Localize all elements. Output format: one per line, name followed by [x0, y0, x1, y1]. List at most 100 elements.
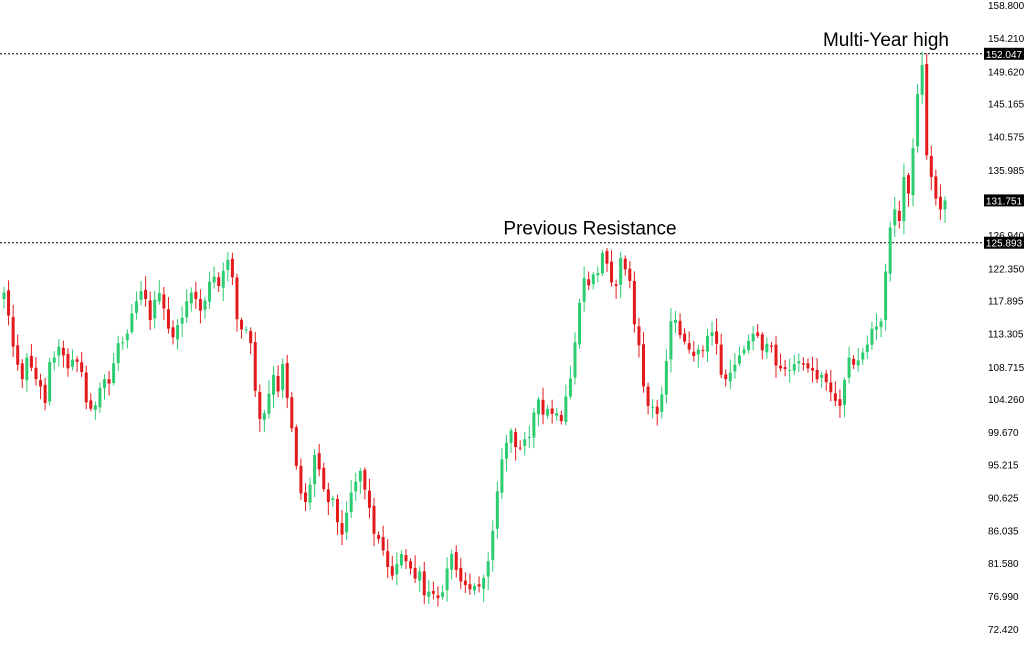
candle-body	[349, 492, 353, 513]
candle-body	[715, 331, 719, 344]
candle-body	[495, 491, 499, 529]
candle-body	[34, 367, 38, 380]
candle	[486, 552, 490, 590]
candle-body	[884, 271, 888, 320]
candle-body	[820, 374, 824, 378]
candle	[568, 365, 572, 400]
candle-body	[112, 363, 116, 384]
candle	[377, 531, 381, 544]
candle-body	[852, 358, 856, 365]
candle-body	[902, 176, 906, 222]
y-tick-label: 145.165	[988, 99, 1024, 110]
candle	[75, 356, 79, 373]
candle	[331, 495, 335, 507]
candle	[920, 51, 924, 105]
candle	[102, 374, 106, 400]
candle-body	[587, 279, 591, 286]
candle-body	[678, 320, 682, 336]
y-tick-label: 90.625	[988, 493, 1019, 504]
candle-body	[651, 406, 655, 408]
candle	[879, 317, 883, 338]
candle	[272, 365, 276, 409]
candle	[696, 344, 700, 368]
candle	[157, 280, 161, 305]
candle-body	[171, 327, 175, 338]
candle	[144, 276, 148, 307]
candle	[591, 272, 595, 290]
candle	[737, 346, 741, 367]
candle-body	[11, 317, 15, 347]
candle	[536, 396, 540, 427]
candle	[897, 200, 901, 229]
level-badge	[984, 236, 1024, 249]
candle	[230, 252, 234, 286]
candle-body	[824, 373, 828, 383]
candle-body	[696, 349, 700, 355]
candle-body	[614, 284, 618, 287]
y-axis: 158.800 154.210 149.620 145.165 140.575 135.9…	[984, 1, 1024, 636]
candle	[916, 84, 920, 153]
candle	[16, 334, 20, 371]
y-tick-label: 154.210	[988, 34, 1024, 45]
candle-body	[262, 413, 266, 420]
candle-body	[482, 577, 486, 589]
candle	[422, 561, 426, 604]
candle	[367, 478, 371, 519]
candle	[71, 349, 75, 371]
candle-body	[600, 252, 604, 274]
candle-body	[546, 408, 550, 416]
candle-body	[532, 412, 536, 438]
candle-body	[93, 405, 97, 410]
candle	[705, 329, 709, 363]
candle	[390, 555, 394, 581]
candle	[258, 384, 262, 432]
candle-body	[445, 568, 449, 591]
candle	[925, 53, 929, 160]
candle	[189, 287, 193, 312]
candle-body	[582, 278, 586, 302]
current-price-text: 131.751	[986, 196, 1023, 207]
candle	[29, 343, 33, 372]
candle-body	[285, 363, 289, 398]
candle-body	[564, 396, 568, 423]
candle-body	[390, 566, 394, 576]
candle-body	[39, 380, 43, 387]
candle	[628, 260, 632, 289]
candle-body	[491, 530, 495, 560]
candle	[491, 520, 495, 572]
candle-body	[61, 347, 65, 356]
candle-body	[523, 439, 527, 446]
candle-body	[610, 261, 614, 283]
candle-body	[281, 364, 285, 391]
candle	[148, 291, 152, 330]
candle-body	[180, 317, 184, 324]
candle	[43, 377, 47, 411]
candle	[134, 291, 138, 320]
candle	[747, 334, 751, 354]
candle	[473, 583, 476, 595]
candle-body	[427, 591, 431, 597]
candle-body	[377, 535, 381, 539]
candle-body	[48, 361, 52, 402]
candle-body	[893, 209, 897, 226]
candle-body	[719, 344, 723, 375]
candle-body	[116, 343, 120, 364]
candle	[801, 357, 805, 371]
candle-body	[395, 564, 399, 575]
candle	[162, 286, 166, 320]
candle-body	[874, 326, 878, 330]
candle-body	[801, 363, 805, 365]
candle-body	[934, 176, 938, 199]
candle	[112, 353, 116, 386]
candle	[884, 263, 888, 331]
levels-layer	[0, 53, 984, 244]
candle	[84, 365, 88, 410]
candle-body	[701, 350, 705, 352]
candle	[733, 353, 737, 379]
candle-body	[308, 484, 312, 503]
candle-body	[710, 332, 714, 336]
candle-body	[619, 257, 623, 285]
candle-body	[843, 379, 847, 405]
candle	[482, 574, 486, 603]
